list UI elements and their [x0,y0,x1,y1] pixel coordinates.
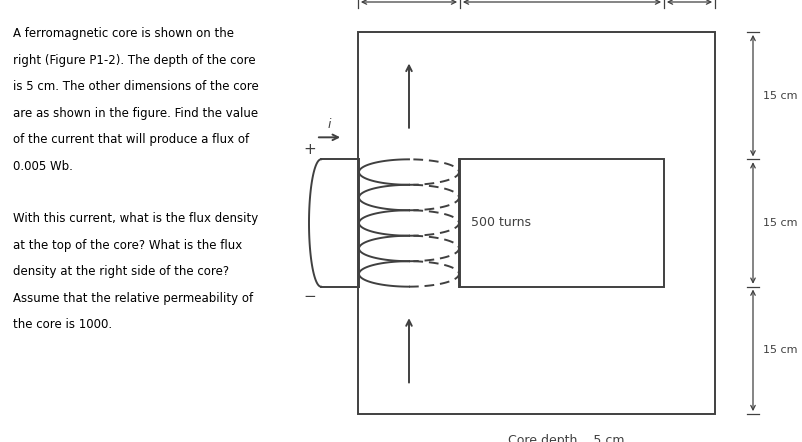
Text: 15 cm: 15 cm [762,91,796,101]
Text: 0.005 Wb.: 0.005 Wb. [13,160,73,172]
Text: right (Figure P1-2). The depth of the core: right (Figure P1-2). The depth of the co… [13,53,255,66]
Text: −: − [303,289,316,304]
Text: is 5 cm. The other dimensions of the core: is 5 cm. The other dimensions of the cor… [13,80,258,93]
Text: at the top of the core? What is the flux: at the top of the core? What is the flux [13,239,242,252]
Text: Assume that the relative permeability of: Assume that the relative permeability of [13,292,253,305]
Text: +: + [303,142,316,157]
Text: A ferromagnetic core is shown on the: A ferromagnetic core is shown on the [13,27,233,40]
Text: the core is 1000.: the core is 1000. [13,319,112,332]
Text: i: i [327,118,331,131]
Text: 15 cm: 15 cm [762,345,796,355]
Text: density at the right side of the core?: density at the right side of the core? [13,266,229,278]
Bar [358,32,714,414]
Text: of the current that will produce a flux of: of the current that will produce a flux … [13,133,249,146]
Text: are as shown in the figure. Find the value: are as shown in the figure. Find the val… [13,107,257,119]
Text: 15 cm: 15 cm [762,218,796,228]
Bar [460,159,663,287]
Text: With this current, what is the flux density: With this current, what is the flux dens… [13,213,258,225]
Text: 500 turns: 500 turns [471,217,530,229]
Text: Core depth    5 cm: Core depth 5 cm [508,434,624,442]
